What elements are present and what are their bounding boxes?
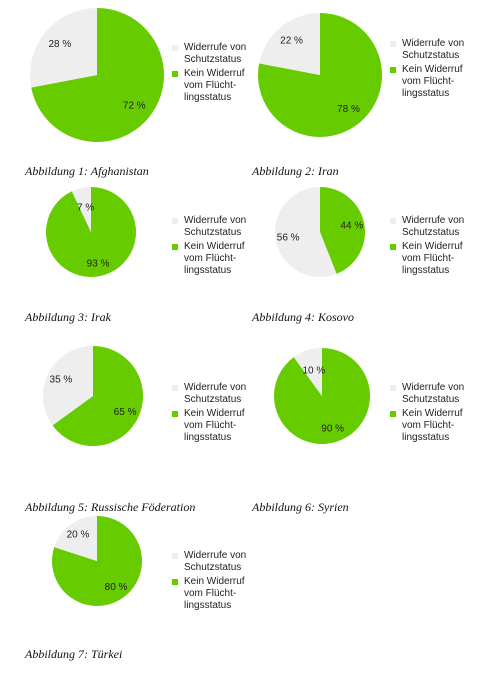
legend-item: Widerrufe von Schutzstatus	[390, 215, 470, 239]
data-label: 10 %	[302, 366, 325, 377]
legend: Widerrufe von Schutzstatus Kein Widerruf …	[390, 38, 470, 102]
legend-swatch	[390, 385, 396, 391]
legend-label: Widerrufe von Schutzstatus	[184, 215, 247, 238]
pie-slice	[320, 187, 365, 274]
caption: Abbildung 3: Irak	[25, 310, 111, 324]
pie-chart: 93 % 7 %	[45, 187, 136, 277]
data-label: 78 %	[337, 104, 360, 115]
legend-label: Widerrufe von Schutzstatus	[402, 215, 465, 238]
pie-chart: 65 % 35 %	[42, 346, 143, 446]
data-label: 93 %	[87, 258, 110, 269]
legend-swatch	[172, 579, 178, 585]
legend-item: Widerrufe von Schutzstatus	[390, 382, 470, 406]
data-label: 44 %	[340, 221, 363, 232]
caption: Abbildung 5: Russische Föderation	[25, 500, 196, 514]
data-label: 28 %	[48, 39, 71, 50]
legend-swatch	[390, 67, 396, 73]
legend-swatch	[172, 385, 178, 391]
pie-slice	[54, 516, 97, 561]
legend-item: Widerrufe von Schutzstatus	[172, 215, 252, 239]
legend-label: Kein Widerruf vom Flücht­lingsstatus	[184, 576, 245, 611]
pie-slice	[293, 348, 322, 396]
legend: Widerrufe von Schutzstatus Kein Widerruf …	[390, 215, 470, 279]
legend-label: Kein Widerruf vom Flücht­lingsstatus	[184, 408, 245, 443]
legend-item: Widerrufe von Schutzstatus	[172, 42, 252, 66]
legend-item: Kein Widerruf vom Flücht­lingsstatus	[390, 408, 470, 444]
legend: Widerrufe von Schutzstatus Kein Widerruf …	[172, 42, 252, 106]
pie-slice	[52, 346, 143, 446]
pie-chart: 80 % 20 %	[52, 516, 142, 606]
legend-swatch	[390, 244, 396, 250]
legend-label: Kein Widerruf vom Flücht­lingsstatus	[402, 241, 463, 276]
caption: Abbildung 4: Kosovo	[252, 310, 354, 324]
legend: Widerrufe von Schutzstatus Kein Widerruf …	[390, 382, 470, 446]
data-label: 35 %	[50, 374, 73, 385]
legend: Widerrufe von Schutzstatus Kein Widerruf …	[172, 382, 252, 446]
legend-item: Kein Widerruf vom Flücht­lingsstatus	[172, 68, 252, 104]
legend-swatch	[172, 411, 178, 417]
caption: Abbildung 7: Türkei	[25, 647, 123, 661]
legend-label: Widerrufe von Schutzstatus	[402, 382, 465, 405]
legend-label: Widerrufe von Schutzstatus	[184, 382, 247, 405]
legend-swatch	[172, 218, 178, 224]
legend-item: Widerrufe von Schutzstatus	[172, 550, 252, 574]
pie-slice	[42, 346, 93, 426]
data-label: 72 %	[123, 100, 146, 111]
legend: Widerrufe von Schutzstatus Kein Widerruf …	[172, 215, 252, 279]
pie-chart: 78 % 22 %	[258, 13, 382, 137]
legend-swatch	[172, 71, 178, 77]
data-label: 7 %	[77, 202, 94, 213]
legend-swatch	[172, 244, 178, 250]
legend-item: Widerrufe von Schutzstatus	[390, 38, 470, 62]
legend-swatch	[390, 218, 396, 224]
legend-item: Kein Widerruf vom Flücht­lingsstatus	[390, 64, 470, 100]
legend-item: Widerrufe von Schutzstatus	[172, 382, 252, 406]
legend-item: Kein Widerruf vom Flücht­lingsstatus	[172, 576, 252, 612]
pie-slice	[259, 13, 320, 75]
legend-swatch	[390, 411, 396, 417]
legend-item: Kein Widerruf vom Flücht­lingsstatus	[172, 241, 252, 277]
data-label: 65 %	[114, 407, 137, 418]
caption: Abbildung 1: Afghanistan	[25, 164, 149, 178]
legend-swatch	[172, 45, 178, 51]
legend-label: Kein Widerruf vom Flücht­lingsstatus	[402, 64, 463, 99]
data-label: 56 %	[277, 233, 300, 244]
legend: Widerrufe von Schutzstatus Kein Widerruf …	[172, 550, 252, 614]
legend-item: Kein Widerruf vom Flücht­lingsstatus	[390, 241, 470, 277]
legend-label: Widerrufe von Schutzstatus	[402, 38, 465, 61]
legend-item: Kein Widerruf vom Flücht­lingsstatus	[172, 408, 252, 444]
legend-swatch	[172, 553, 178, 559]
pie-chart: 90 % 10 %	[274, 348, 370, 444]
pie-slice	[275, 187, 337, 277]
legend-label: Kein Widerruf vom Flücht­lingsstatus	[184, 68, 245, 103]
data-label: 80 %	[105, 582, 128, 593]
pie-slice	[31, 8, 164, 142]
legend-label: Kein Widerruf vom Flücht­lingsstatus	[184, 241, 245, 276]
pie-chart: 44 % 56 %	[275, 187, 365, 277]
pie-slice	[71, 187, 91, 232]
caption: Abbildung 2: Iran	[252, 164, 339, 178]
pie-chart: 72 % 28 %	[29, 8, 164, 142]
data-label: 20 %	[67, 529, 90, 540]
data-label: 90 %	[321, 424, 344, 435]
legend-label: Kein Widerruf vom Flücht­lingsstatus	[402, 408, 463, 443]
legend-label: Widerrufe von Schutzstatus	[184, 42, 247, 65]
caption: Abbildung 6: Syrien	[252, 500, 349, 514]
data-label: 22 %	[280, 35, 303, 46]
pie-slice	[45, 187, 136, 277]
legend-swatch	[390, 41, 396, 47]
pie-slice	[29, 8, 97, 88]
legend-label: Widerrufe von Schutzstatus	[184, 550, 247, 573]
